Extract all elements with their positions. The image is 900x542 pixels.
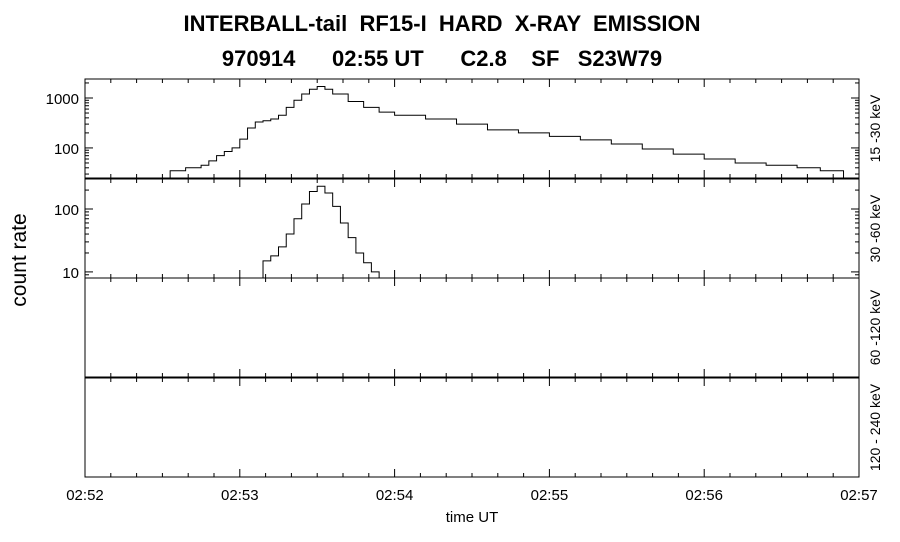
band-label-2: 60 -120 keV [867, 289, 883, 365]
x-axis-label: time UT [446, 509, 499, 526]
y-tick-label: 100 [54, 141, 79, 158]
chart-subtitle: 970914 02:55 UT C2.8 SF S23W79 [221, 46, 663, 71]
panel-frame-3 [84, 377, 860, 478]
x-tick-label: 02:56 [685, 487, 723, 504]
x-tick-label: 02:52 [66, 487, 104, 504]
axis-ticks [84, 79, 860, 477]
band-label-0: 15 -30 keV [867, 94, 883, 162]
y-tick-label: 1000 [46, 91, 79, 108]
band-label-1: 30 -60 keV [867, 194, 883, 262]
y-tick-label: 100 [54, 202, 79, 219]
x-tick-label: 02:55 [531, 487, 569, 504]
panel-frame-1 [84, 178, 860, 279]
chart-title: INTERBALL-tail RF15-I HARD X-RAY EMISSIO… [183, 11, 701, 36]
y-axis-label: count rate [8, 213, 31, 306]
x-tick-label: 02:53 [221, 487, 259, 504]
axis-labels: 100 1000 15 -30 keV 10 100 30 -60 keV 60 -120 … [8, 91, 883, 526]
trace-1 [262, 185, 380, 278]
x-tick-label: 02:54 [376, 487, 414, 504]
panel-frame-2 [84, 277, 860, 378]
y-tick-label: 10 [62, 265, 79, 282]
count-rate-traces [169, 85, 845, 278]
trace-0 [169, 85, 845, 178]
x-tick-label: 02:57 [840, 487, 878, 504]
band-label-3: 120 - 240 keV [867, 383, 883, 471]
